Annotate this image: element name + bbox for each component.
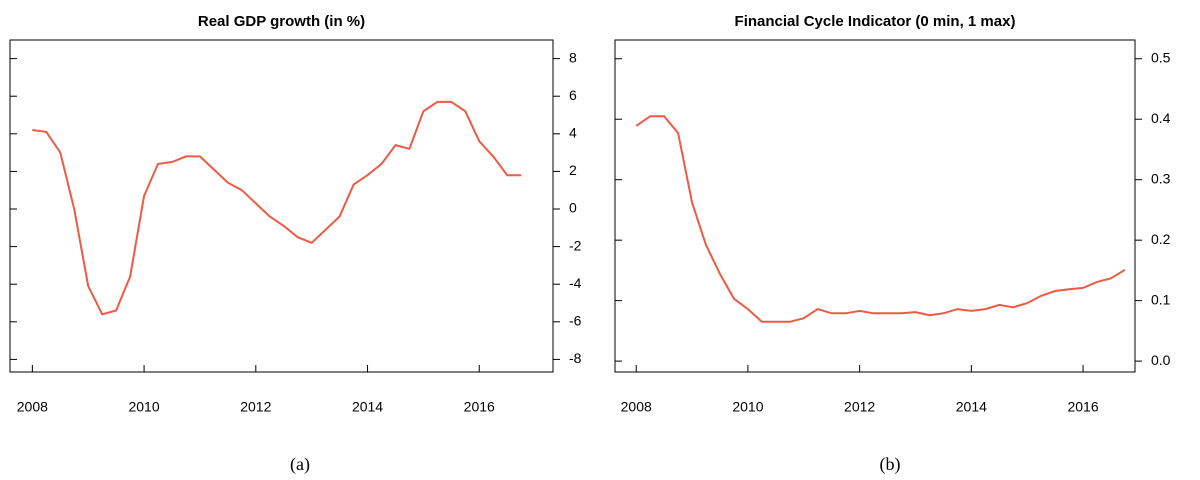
chart-title: Financial Cycle Indicator (0 min, 1 max): [735, 13, 1016, 30]
y-tick-label: 6: [569, 87, 577, 103]
y-tick-label: -2: [569, 237, 582, 253]
x-tick-label: 2008: [621, 399, 652, 415]
x-tick-label: 2010: [732, 399, 763, 415]
y-tick-label: 0.2: [1151, 231, 1171, 247]
y-tick-label: -8: [569, 350, 582, 366]
x-tick-label: 2016: [464, 399, 495, 415]
y-tick-label: 4: [569, 125, 577, 141]
y-tick-label: 0.1: [1151, 291, 1171, 307]
y-tick-label: 0.4: [1151, 110, 1171, 126]
line: [635, 115, 1126, 323]
x-tick-label: 2010: [128, 399, 159, 415]
y-tick-label: 0.5: [1151, 49, 1171, 65]
y-tick-label: -4: [569, 275, 582, 291]
line: [32, 100, 522, 316]
y-tick-label: -6: [569, 313, 582, 329]
caption: (a): [290, 454, 310, 475]
x-tick-label: 2016: [1067, 399, 1098, 415]
chart-title: Real GDP growth (in %): [198, 13, 365, 30]
y-tick-label: 8: [569, 49, 577, 65]
plot-frame: [614, 39, 1136, 373]
x-tick-label: 2012: [240, 399, 271, 415]
y-tick-label: 0.3: [1151, 170, 1171, 186]
y-tick-label: 2: [569, 162, 577, 178]
x-tick-label: 2008: [17, 399, 48, 415]
plot-frame: [9, 39, 554, 373]
x-tick-label: 2014: [956, 399, 987, 415]
x-tick-label: 2012: [844, 399, 875, 415]
y-tick-label: 0.0: [1151, 352, 1171, 368]
y-tick-label: 0: [569, 200, 577, 216]
x-tick-label: 2014: [352, 399, 383, 415]
caption: (b): [880, 454, 901, 475]
